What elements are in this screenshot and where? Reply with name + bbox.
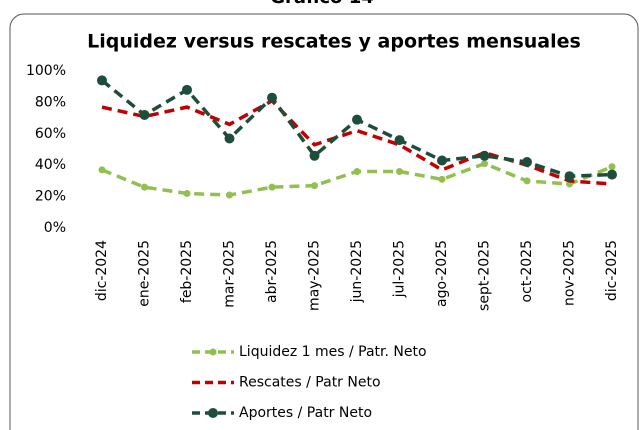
chart-title: Liquidez versus rescates y aportes mensu… bbox=[87, 31, 581, 53]
data-point bbox=[224, 133, 235, 144]
x-tick-label: jul-2025 bbox=[392, 240, 408, 298]
y-tick-label: 100% bbox=[26, 63, 66, 79]
legend-label: Rescates / Patr Neto bbox=[239, 375, 381, 391]
data-point bbox=[141, 183, 148, 191]
y-tick-label: 60% bbox=[35, 126, 66, 142]
data-point bbox=[309, 150, 320, 161]
x-tick-label: abr-2025 bbox=[264, 240, 280, 303]
data-point bbox=[183, 189, 191, 197]
data-point bbox=[437, 155, 447, 166]
legend-marker bbox=[209, 348, 217, 356]
legend-label: Aportes / Patr Neto bbox=[239, 405, 372, 421]
y-tick-label: 20% bbox=[35, 189, 66, 205]
x-tick-label: nov-2025 bbox=[562, 240, 578, 306]
legend-label: Liquidez 1 mes / Patr. Neto bbox=[239, 344, 427, 360]
data-point bbox=[438, 175, 446, 183]
x-tick-label: feb-2025 bbox=[179, 240, 195, 303]
legend-marker bbox=[208, 408, 218, 418]
data-point bbox=[481, 160, 488, 168]
data-point bbox=[396, 167, 403, 175]
x-tick-label: sept-2025 bbox=[477, 240, 493, 311]
data-point bbox=[608, 163, 616, 171]
data-point bbox=[311, 182, 318, 190]
data-point bbox=[479, 150, 490, 161]
x-tick-label: dic-2025 bbox=[604, 240, 620, 301]
data-point bbox=[394, 135, 405, 146]
data-point bbox=[226, 191, 233, 199]
y-tick-label: 40% bbox=[35, 157, 66, 173]
y-tick-label: 80% bbox=[35, 94, 66, 110]
data-point bbox=[353, 167, 361, 175]
data-point bbox=[352, 114, 362, 125]
data-point bbox=[97, 75, 107, 86]
data-point bbox=[267, 92, 277, 103]
chart-frame bbox=[9, 13, 639, 430]
x-tick-label: ene-2025 bbox=[137, 240, 153, 307]
data-point bbox=[522, 157, 532, 168]
data-point bbox=[98, 166, 106, 174]
x-tick-label: mar-2025 bbox=[222, 240, 238, 308]
data-point bbox=[564, 171, 575, 182]
y-tick-label: 0% bbox=[44, 220, 66, 236]
data-point bbox=[182, 84, 192, 95]
x-tick-label: jun-2025 bbox=[349, 240, 365, 303]
data-point bbox=[268, 183, 276, 191]
x-tick-label: ago-2025 bbox=[434, 240, 450, 307]
data-point bbox=[607, 169, 617, 180]
data-point bbox=[523, 177, 531, 185]
heading: Gráfico 14 bbox=[270, 0, 374, 8]
x-tick-label: may-2025 bbox=[307, 240, 323, 311]
x-tick-label: oct-2025 bbox=[519, 240, 535, 302]
x-tick-label: dic-2024 bbox=[94, 240, 110, 301]
data-point bbox=[139, 109, 150, 120]
